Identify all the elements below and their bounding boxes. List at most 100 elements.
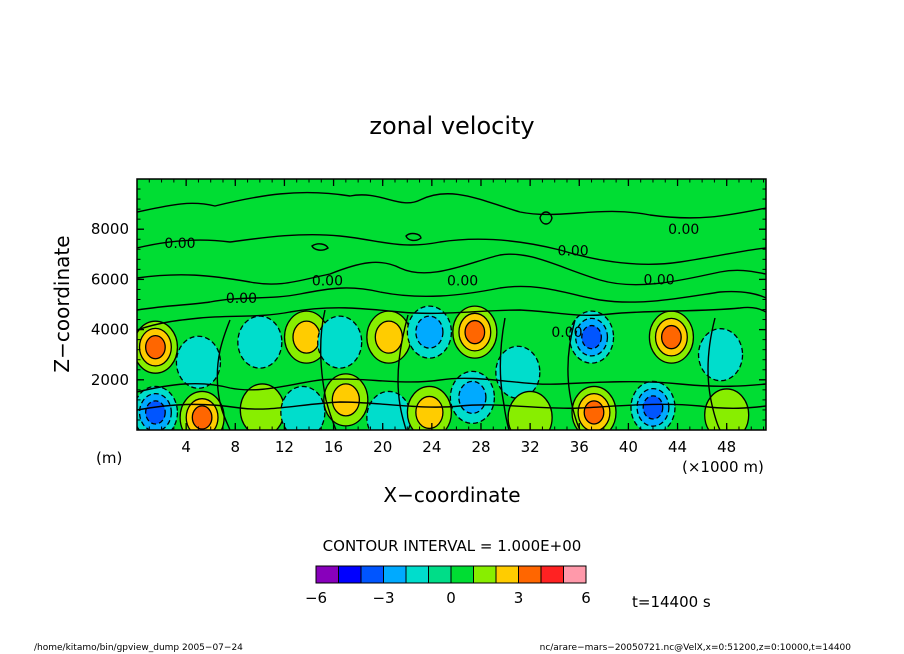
colorbar-swatch-11	[563, 565, 587, 584]
contour-band-3-1	[175, 335, 222, 389]
contour-cell-1	[137, 320, 179, 374]
x-tick-label-2: 12	[275, 438, 294, 456]
contour-band-2-3	[191, 405, 213, 430]
contour-line-mid-b	[137, 306, 766, 331]
contour-cell-7	[283, 310, 330, 364]
contour-band-8-2	[331, 383, 361, 417]
contour-line-upper-a	[137, 191, 766, 219]
x-tick-label-3: 16	[324, 438, 343, 456]
contour-line-upper-c	[137, 253, 766, 286]
contour-band-18-3	[581, 324, 602, 350]
contour-cell-17	[507, 390, 553, 430]
x-tick-label-9: 40	[619, 438, 638, 456]
contour-cell-12	[406, 305, 453, 359]
colorbar-swatch-2	[360, 565, 384, 584]
x-axis-label: X−coordinate	[383, 483, 520, 507]
colorbar-label-4: 6	[581, 589, 591, 607]
colorbar-swatch-5	[428, 565, 452, 584]
contour-line-vertical-d	[499, 317, 510, 430]
y-axis-ticks: 2000 4000 6000 8000	[91, 178, 766, 431]
contour-label-5: 0.00	[644, 272, 675, 288]
colorbar-label-2: 0	[446, 589, 456, 607]
colorbar-swatch-10	[540, 565, 564, 584]
colorbar-label-1: −3	[372, 589, 394, 607]
contour-cell-13	[406, 385, 453, 430]
colorbar-swatch-4	[405, 565, 429, 584]
contour-band-12-2	[415, 315, 444, 349]
contour-cell-2	[179, 390, 225, 430]
contour-band-6-1	[280, 385, 326, 430]
footer-right: nc/arare−mars−20050721.nc@VelX,x=0:51200…	[540, 643, 852, 653]
contour-labels: 0.00 0.00 0.00 0.00 0.00 0.00 0.00 0.00	[164, 222, 699, 341]
contour-lines	[137, 191, 766, 430]
contour-fill-layer	[137, 305, 750, 430]
y-axis-label: Z−coordinate	[50, 235, 74, 372]
x-tick-label-8: 36	[570, 438, 589, 456]
x-tick-label-10: 44	[668, 438, 687, 456]
contour-band-22-1	[697, 328, 744, 382]
contour-label-0: 0.00	[164, 236, 195, 252]
time-label: t=14400 s	[632, 593, 711, 611]
contour-band-17-1	[507, 390, 553, 430]
colorbar	[315, 565, 587, 584]
colorbar-swatch-1	[338, 565, 362, 584]
colorbar-swatch-9	[518, 565, 542, 584]
contour-band-10-2	[374, 320, 404, 354]
x-tick-label-11: 48	[717, 438, 736, 456]
x-tick-label-6: 28	[471, 438, 490, 456]
plot-frame	[136, 178, 767, 431]
contour-cell-10	[366, 310, 412, 364]
colorbar-swatch-3	[383, 565, 407, 584]
contour-band-5-1	[239, 383, 285, 430]
contour-cell-11	[366, 390, 412, 430]
chart-title: zonal velocity	[369, 112, 534, 140]
contour-cell-20	[648, 310, 695, 364]
contour-band-11-1	[366, 390, 412, 430]
contour-line-vertical-e	[567, 319, 581, 430]
contour-band-1-3	[144, 334, 166, 360]
contour-band-21-3	[642, 395, 664, 420]
colorbar-swatch-0	[315, 565, 339, 584]
contour-label-7: 0.00	[551, 325, 582, 341]
contour-line-vertical-a	[216, 319, 231, 430]
contour-line-lower-b	[137, 401, 766, 411]
contour-line-upper-b	[137, 234, 766, 266]
colorbar-label-0: −6	[305, 589, 327, 607]
contour-band-0-3	[144, 400, 166, 425]
plot-area: 0.000.000.00 0.000.000.000.000.00 4 8 12 16 2…	[91, 178, 767, 456]
contour-band-19-3	[583, 400, 605, 425]
contour-line-vertical-c	[397, 314, 409, 430]
y-tick-label-2: 6000	[91, 270, 129, 288]
x-tick-label-0: 4	[181, 438, 191, 456]
contour-cell-9	[317, 315, 363, 369]
contour-line-small-c	[539, 211, 553, 225]
contour-label-1: 0.00	[226, 291, 257, 307]
contour-cell-8	[323, 373, 369, 427]
contour-cell-5	[239, 383, 285, 430]
contour-cell-22	[697, 328, 744, 382]
contour-line-small-b	[405, 232, 422, 242]
x-axis-unit: (×1000 m)	[682, 458, 764, 476]
contour-label-3: 0.00	[447, 274, 478, 290]
x-tick-label-5: 24	[422, 438, 441, 456]
x-axis-ticks: 4 8 12 16 20 24 28 32 36 40 44 48	[136, 179, 765, 456]
footer-left: /home/kitamo/bin/gpview_dump 2005−07−24	[34, 643, 243, 653]
contour-band-7-2	[292, 320, 321, 354]
contour-interval-label: CONTOUR INTERVAL = 1.000E+00	[323, 537, 582, 555]
colorbar-label-3: 3	[514, 589, 524, 607]
contour-band-15-2	[458, 380, 487, 415]
contour-line-lower-a	[137, 377, 766, 393]
y-axis-unit: (m)	[96, 449, 122, 467]
contour-cell-3	[175, 335, 222, 389]
y-tick-label-1: 4000	[91, 321, 129, 339]
contour-cell-18	[568, 310, 615, 364]
colorbar-labels: −6 −3 0 3 6	[305, 589, 591, 607]
contour-cell-4	[237, 315, 283, 369]
colorbar-swatch-7	[473, 565, 497, 584]
contour-cell-16	[495, 345, 541, 399]
contour-cell-23	[704, 388, 750, 430]
contour-band-23-1	[704, 388, 750, 430]
x-tick-label-1: 8	[231, 438, 241, 456]
y-tick-label-0: 2000	[91, 371, 129, 389]
contour-band-16-1	[495, 345, 541, 399]
